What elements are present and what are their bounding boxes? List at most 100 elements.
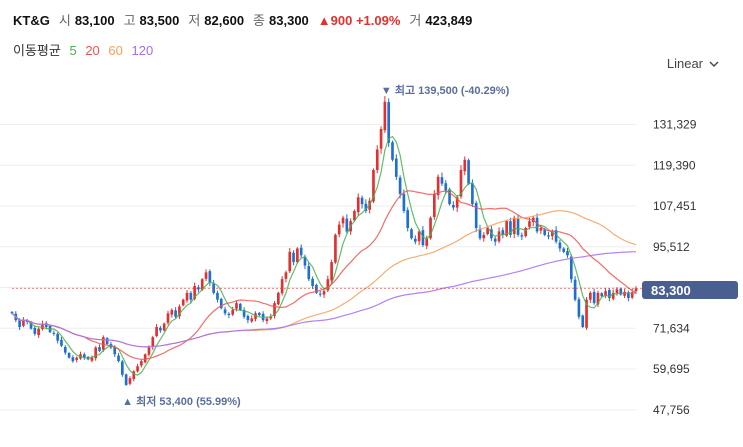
candle-body	[509, 221, 512, 235]
candle-body	[277, 292, 280, 305]
candle-body	[174, 310, 177, 317]
candle-body	[634, 288, 638, 291]
candle-body	[433, 193, 436, 217]
candle-body	[364, 203, 368, 211]
candle-body	[417, 231, 421, 242]
candle-body	[452, 204, 455, 208]
candle-body	[596, 292, 600, 305]
candle-body	[94, 347, 98, 359]
candle-body	[429, 217, 432, 239]
candle-body	[22, 320, 25, 326]
y-tick-label: 131,329	[653, 118, 697, 132]
candle-body	[25, 320, 29, 322]
candle-body	[372, 169, 375, 202]
candle-body	[280, 279, 284, 294]
candle-body	[121, 361, 124, 375]
ma20-label[interactable]: 20	[85, 43, 100, 58]
high-note: ▼ 최고 139,500 (-40.29%)	[381, 83, 510, 97]
candle-body	[33, 327, 37, 334]
candle-body	[307, 265, 311, 280]
candle-body	[585, 299, 588, 328]
close-label: 종	[253, 13, 266, 28]
candle-body	[474, 202, 478, 229]
ma120-label[interactable]: 120	[131, 43, 154, 58]
candle-body	[353, 210, 356, 221]
candle-body	[246, 315, 250, 321]
candle-body	[98, 347, 101, 351]
candle-body	[299, 247, 303, 256]
candle-body	[269, 316, 273, 319]
candle-body	[159, 327, 162, 331]
ma60-label[interactable]: 60	[108, 43, 123, 58]
volume-value: 423,849	[425, 13, 473, 28]
candle-body	[501, 230, 505, 235]
candle-body	[497, 231, 501, 242]
candle-body	[459, 169, 463, 197]
candle-body	[117, 355, 120, 362]
moving-average-legend: 이동평균 5 20 60 120	[13, 40, 158, 59]
candle-body	[600, 293, 604, 297]
candle-body	[486, 228, 489, 235]
candle-body	[143, 354, 147, 363]
candle-body	[360, 197, 364, 205]
candle-body	[554, 230, 558, 242]
candle-body	[124, 374, 128, 386]
low-value: 82,600	[204, 13, 245, 28]
candle-body	[387, 102, 391, 143]
candle-body	[539, 228, 543, 231]
candle-body	[630, 292, 634, 298]
ma5-label[interactable]: 5	[69, 43, 77, 58]
candle-body	[512, 217, 516, 235]
candle-body	[181, 299, 185, 306]
candle-body	[391, 142, 394, 160]
candle-body	[410, 229, 413, 239]
candle-body	[413, 238, 417, 242]
candle-body	[569, 256, 573, 280]
y-tick-label: 71,634	[653, 321, 690, 335]
candle-body	[29, 321, 33, 329]
quote-header: KT&G 시 83,100 고 83,500 저 82,600 종 83,300…	[13, 10, 481, 29]
y-tick-label: 59,695	[653, 362, 690, 376]
candle-body	[216, 292, 219, 300]
candle-body	[337, 224, 341, 235]
candle-body	[284, 272, 288, 279]
candle-body	[448, 189, 451, 205]
candle-body	[406, 210, 410, 229]
candle-body	[611, 292, 615, 299]
candle-body	[471, 183, 474, 205]
candle-body	[231, 309, 235, 315]
candle-body	[589, 292, 592, 300]
current-price-value: 83,300	[651, 282, 691, 298]
low-label: 저	[188, 13, 201, 28]
y-tick-label: 47,756	[653, 403, 690, 417]
candle-body	[528, 221, 531, 227]
candle-body	[162, 323, 166, 331]
close-value: 83,300	[269, 13, 309, 28]
candle-body	[505, 221, 508, 236]
scale-mode-button[interactable]: Linear	[667, 56, 719, 71]
candle-body	[105, 338, 109, 345]
ticker-name: KT&G	[13, 13, 50, 28]
open-label: 시	[58, 13, 71, 28]
candle-body	[18, 319, 21, 328]
candle-body	[250, 318, 254, 322]
candle-body	[398, 177, 402, 194]
candle-body	[60, 339, 63, 346]
candle-body	[341, 217, 345, 224]
candle-body	[219, 298, 223, 309]
chevron-down-icon	[709, 61, 719, 67]
candle-body	[63, 347, 67, 353]
candle-body	[421, 230, 425, 246]
candle-body	[235, 303, 238, 309]
candle-body	[52, 332, 56, 334]
candle-body	[292, 252, 295, 263]
candle-body	[482, 234, 486, 239]
candle-body	[425, 238, 429, 246]
candle-body	[516, 219, 520, 235]
candle-body	[334, 234, 337, 263]
candle-body	[265, 318, 269, 321]
candle-body	[44, 323, 48, 328]
candle-body	[204, 272, 208, 279]
current-price-badge: 83,300	[642, 281, 738, 299]
